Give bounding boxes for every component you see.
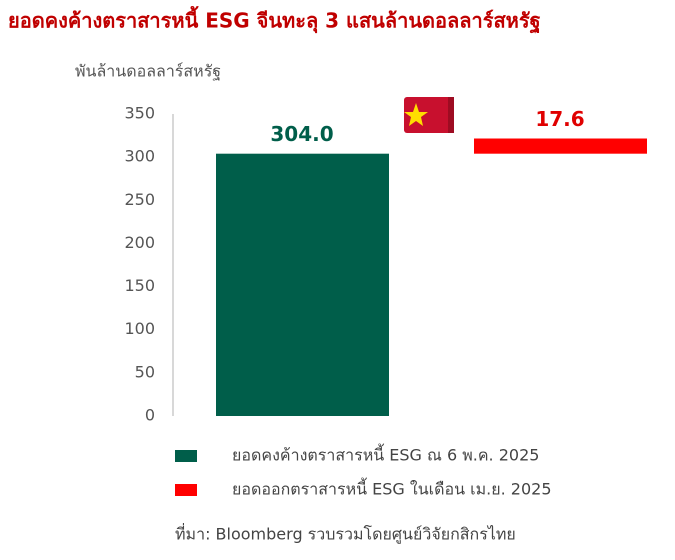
y-tick-label: 100 <box>124 319 155 338</box>
y-tick-label: 50 <box>135 362 155 381</box>
y-tick-label: 300 <box>124 147 155 166</box>
source-note: ที่มา: Bloomberg รวบรวมโดยศูนย์วิจัยกสิก… <box>175 523 516 545</box>
legend-swatch <box>175 484 197 496</box>
y-tick-label: 250 <box>124 190 155 209</box>
legend-swatch <box>175 450 197 462</box>
y-tick-label: 200 <box>124 233 155 252</box>
chart-title: ยอดคงค้างตราสารหนี้ ESG จีนทะลุ 3 แสนล้า… <box>8 6 541 35</box>
y-tick-label: 350 <box>124 104 155 123</box>
legend-label: ยอดคงค้างตราสารหนี้ ESG ณ 6 พ.ค. 2025 <box>232 444 539 465</box>
y-tick-label: 150 <box>124 276 155 295</box>
bar <box>474 138 647 154</box>
bar <box>216 153 389 417</box>
china-flag <box>404 97 454 133</box>
y-axis-label: พันล้านดอลลาร์สหรัฐ <box>75 62 221 81</box>
y-tick-label: 0 <box>145 406 155 425</box>
data-label: 304.0 <box>270 122 333 146</box>
data-label: 17.6 <box>535 107 584 131</box>
legend-label: ยอดออกตราสารหนี้ ESG ในเดือน เม.ย. 2025 <box>232 478 552 499</box>
